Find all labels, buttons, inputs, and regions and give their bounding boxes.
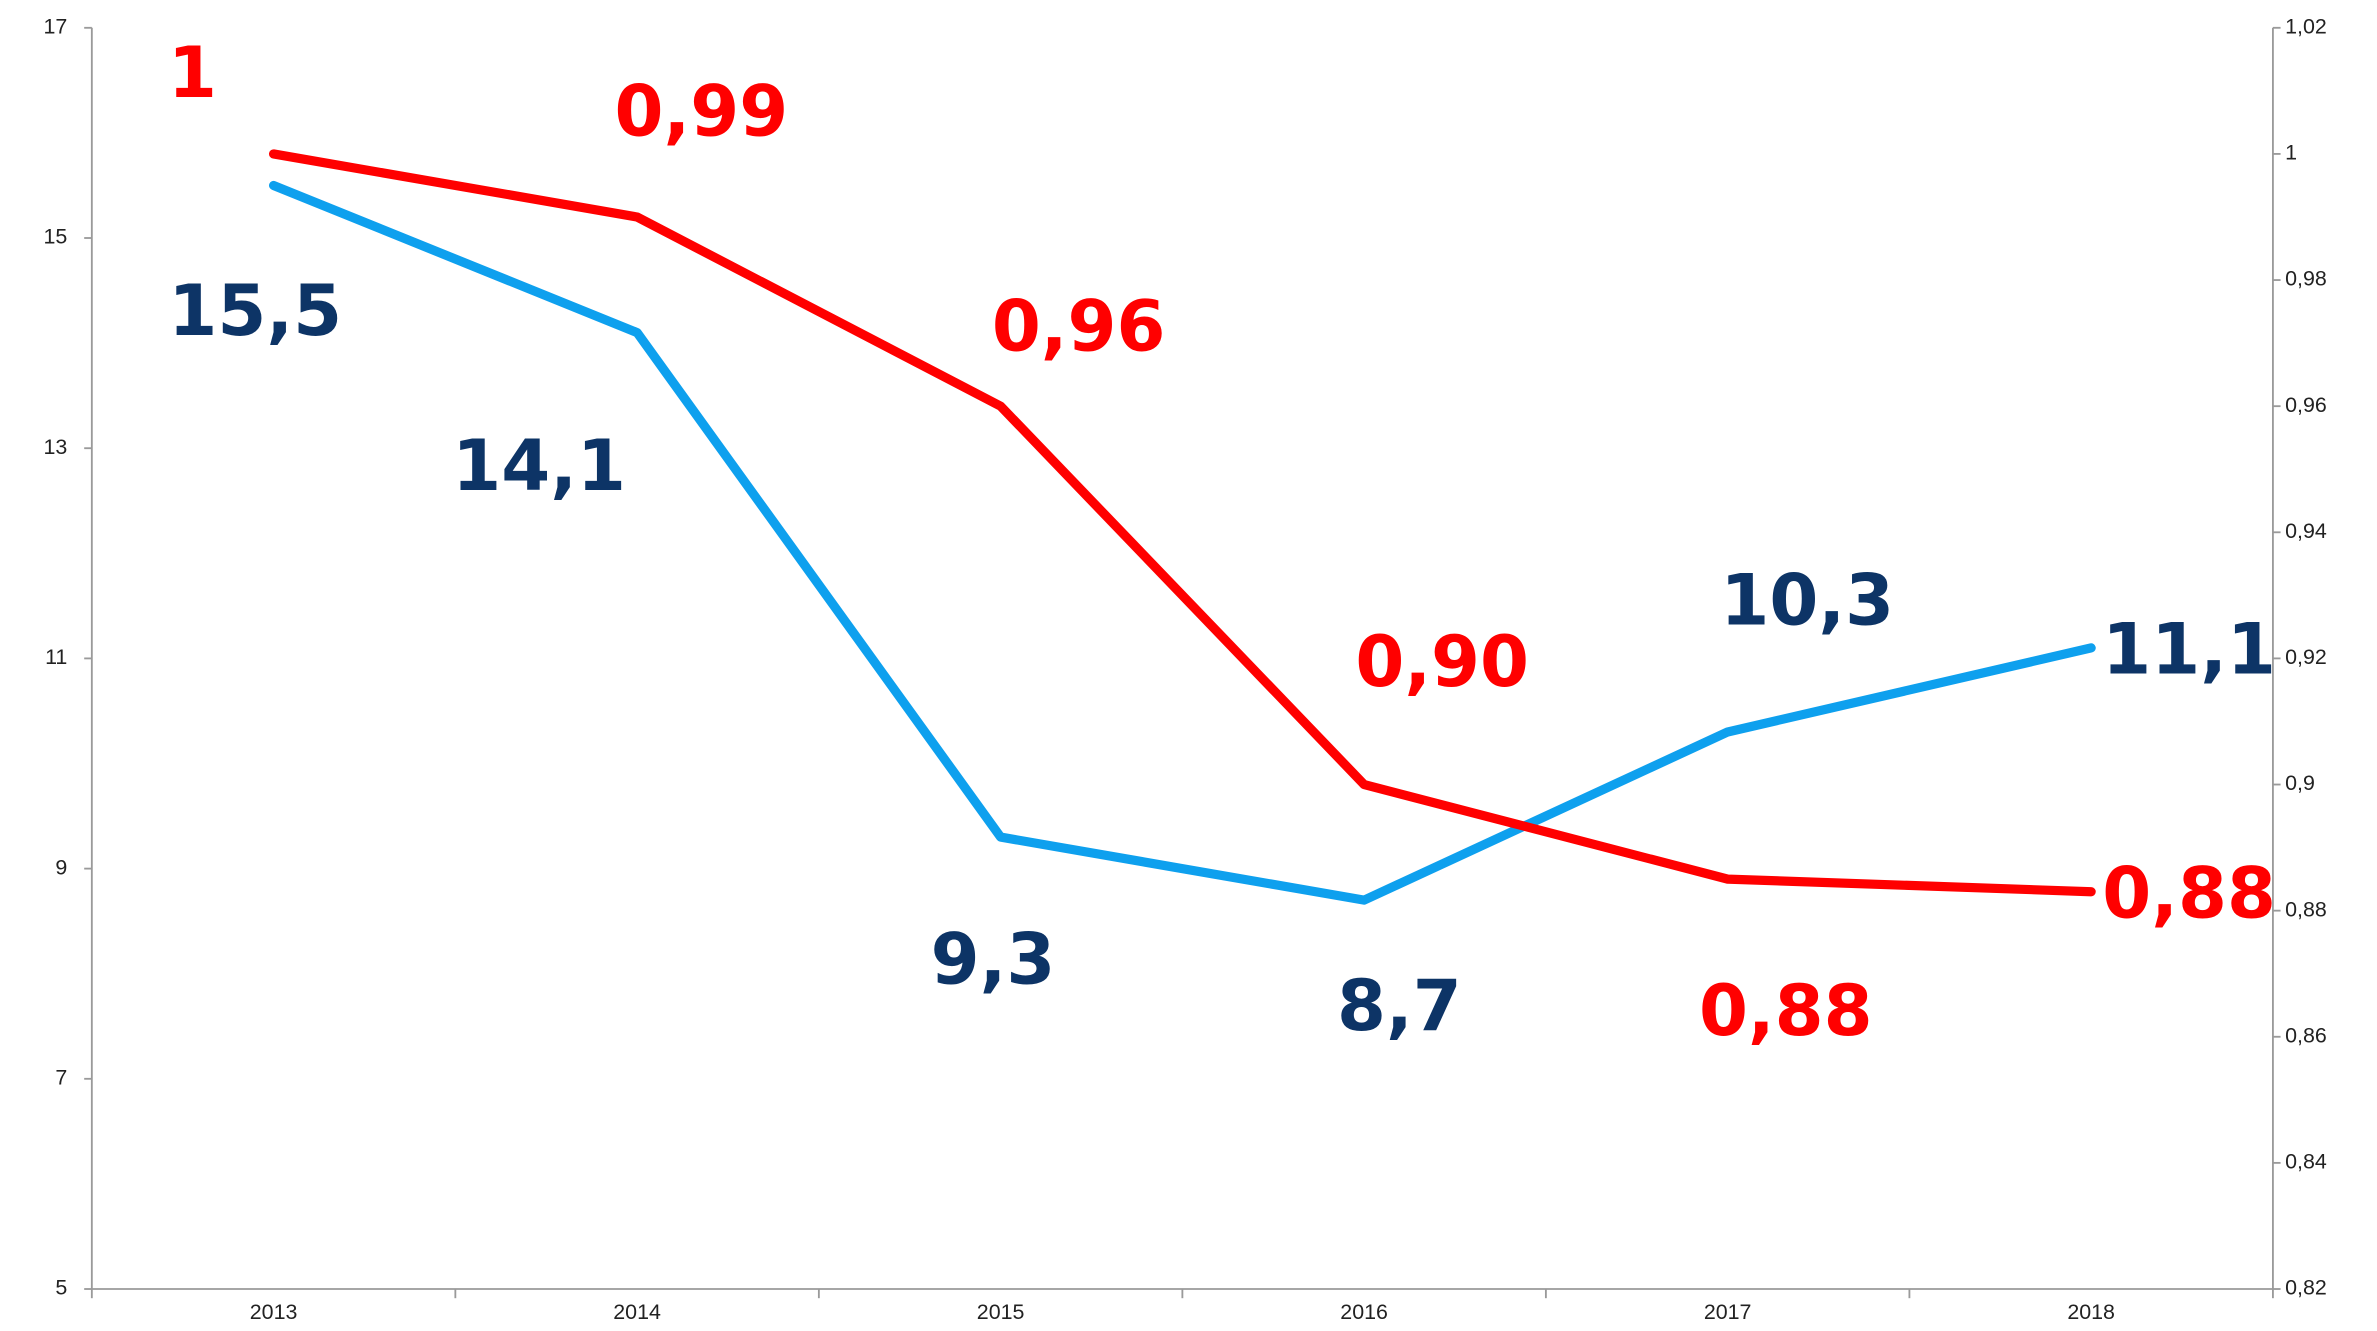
- x-tick-label: 2016: [1340, 1300, 1388, 1324]
- y-tick-label: 13: [44, 435, 68, 459]
- y2-tick-label: 1,02: [2285, 14, 2327, 38]
- x-tick-label: 2017: [1704, 1300, 1752, 1324]
- y2-tick-label: 0,82: [2285, 1276, 2327, 1300]
- y-tick-label: 15: [44, 225, 68, 249]
- y2-tick-label: 0,9: [2285, 771, 2315, 795]
- data-label: 0,88: [2102, 852, 2276, 934]
- y-tick-label: 17: [44, 14, 68, 38]
- x-tick-label: 2018: [2067, 1300, 2115, 1324]
- y2-tick-label: 0,94: [2285, 519, 2327, 543]
- y2-tick-label: 0,96: [2285, 393, 2327, 417]
- data-label: 10,3: [1720, 559, 1894, 641]
- data-label: 8,7: [1337, 965, 1462, 1047]
- y2-tick-label: 0,92: [2285, 645, 2327, 669]
- data-label: 0,99: [615, 70, 789, 152]
- data-label: 0,88: [1699, 970, 1873, 1052]
- y-tick-label: 5: [55, 1276, 67, 1300]
- data-label: 11,1: [2102, 609, 2276, 691]
- x-tick-label: 2013: [250, 1300, 298, 1324]
- y-tick-label: 11: [45, 645, 67, 669]
- y-tick-label: 9: [55, 855, 67, 879]
- y2-tick-label: 0,84: [2285, 1150, 2327, 1174]
- y2-tick-label: 0,88: [2285, 897, 2327, 921]
- data-label: 15,5: [168, 270, 342, 352]
- y2-tick-label: 1: [2285, 141, 2297, 165]
- y2-tick-label: 0,98: [2285, 267, 2327, 291]
- x-tick-label: 2014: [613, 1300, 661, 1324]
- series-line: [269, 180, 2096, 905]
- x-tick-label: 2015: [977, 1300, 1025, 1324]
- y-tick-label: 7: [55, 1065, 67, 1089]
- data-label: 0,96: [992, 286, 1166, 368]
- data-label: 14,1: [452, 425, 626, 507]
- data-label: 0,90: [1355, 621, 1529, 703]
- y2-tick-label: 0,86: [2285, 1023, 2327, 1047]
- series-line: [269, 149, 2096, 897]
- data-label: 9,3: [931, 919, 1056, 1001]
- data-label: 1: [168, 32, 217, 114]
